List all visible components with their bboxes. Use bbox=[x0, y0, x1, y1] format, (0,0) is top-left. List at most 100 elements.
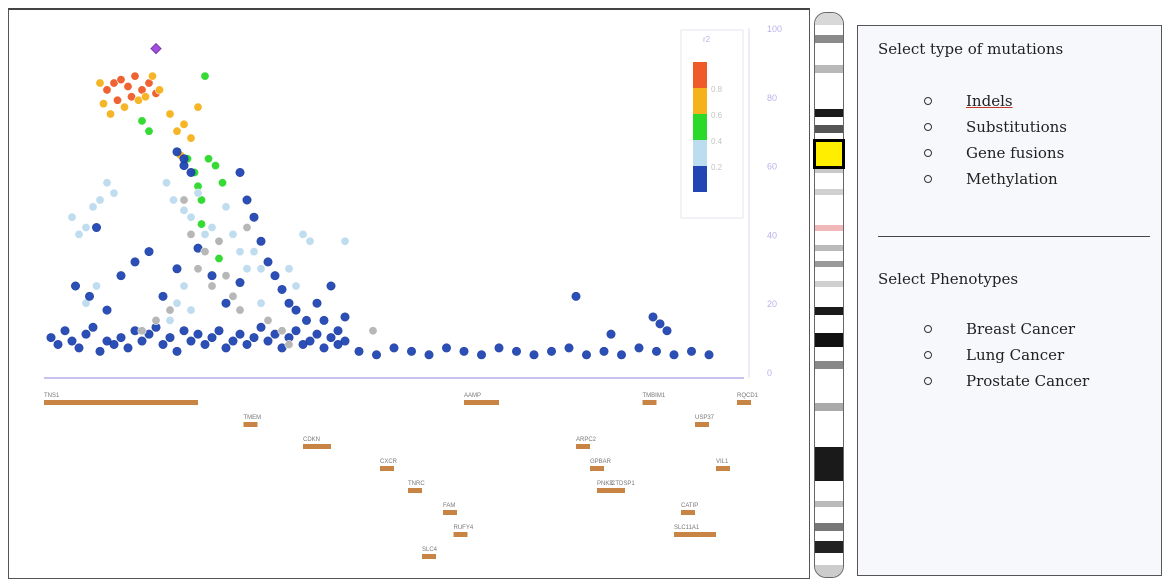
snp-point bbox=[99, 99, 109, 109]
snp-point bbox=[141, 92, 151, 102]
chromosome-band bbox=[815, 281, 843, 287]
snp-point bbox=[340, 236, 350, 246]
snp-point bbox=[256, 264, 266, 274]
radio-circle-icon[interactable] bbox=[924, 325, 932, 333]
snp-point bbox=[137, 326, 147, 336]
snp-point bbox=[371, 350, 381, 360]
snp-point bbox=[235, 167, 245, 177]
snp-point bbox=[221, 298, 231, 308]
mutation-type-option-label: Methylation bbox=[966, 170, 1058, 188]
selected-region-marker[interactable] bbox=[813, 139, 845, 169]
snp-point bbox=[148, 71, 158, 81]
mutation-type-option-label: Gene fusions bbox=[966, 144, 1065, 162]
snp-point bbox=[571, 291, 581, 301]
snp-point bbox=[186, 336, 196, 346]
snp-point bbox=[214, 326, 224, 336]
legend-swatch bbox=[693, 114, 707, 140]
snp-point bbox=[249, 247, 259, 257]
snp-point bbox=[368, 326, 378, 336]
snp-point bbox=[193, 329, 203, 339]
snp-point bbox=[95, 346, 105, 356]
legend-label: 0.2 bbox=[711, 163, 723, 172]
snp-point bbox=[169, 195, 179, 205]
snp-point bbox=[616, 350, 626, 360]
panel-divider bbox=[878, 236, 1150, 237]
mutation-type-option[interactable]: Gene fusions bbox=[924, 140, 1067, 166]
snp-point bbox=[228, 229, 238, 239]
phenotype-option[interactable]: Prostate Cancer bbox=[924, 368, 1089, 394]
legend-label: 0.8 bbox=[711, 85, 723, 94]
snp-point bbox=[256, 298, 266, 308]
radio-circle-icon[interactable] bbox=[924, 123, 932, 131]
snp-point bbox=[242, 223, 252, 233]
chromosome-band bbox=[815, 333, 843, 347]
snp-point bbox=[92, 223, 102, 233]
snp-point bbox=[228, 336, 238, 346]
snp-point bbox=[81, 329, 91, 339]
legend-swatch bbox=[693, 166, 707, 192]
gene-label: AAMP bbox=[464, 393, 481, 399]
snp-point bbox=[221, 202, 231, 212]
snp-point bbox=[235, 247, 245, 257]
phenotype-option[interactable]: Lung Cancer bbox=[924, 342, 1089, 368]
snp-point bbox=[221, 271, 231, 281]
snp-point bbox=[109, 188, 119, 198]
y-tick-label: 100 bbox=[767, 24, 782, 34]
snp-point bbox=[137, 116, 147, 126]
gene-bar bbox=[243, 422, 258, 427]
snp-point bbox=[179, 281, 189, 291]
snp-point bbox=[704, 350, 714, 360]
snp-point bbox=[529, 350, 539, 360]
snp-point bbox=[197, 219, 207, 229]
filter-panel: Select type of mutations Indels Substitut… bbox=[857, 25, 1162, 576]
snp-point bbox=[406, 346, 416, 356]
snp-point bbox=[263, 315, 273, 325]
snp-point bbox=[228, 291, 238, 301]
snp-point bbox=[102, 178, 112, 188]
gene-bar bbox=[464, 400, 499, 405]
snp-point bbox=[312, 329, 322, 339]
snp-point bbox=[60, 326, 70, 336]
snp-point bbox=[85, 291, 95, 301]
chromosome-band bbox=[815, 35, 843, 43]
snp-point bbox=[284, 298, 294, 308]
radio-circle-icon[interactable] bbox=[924, 175, 932, 183]
phenotype-option-label: Prostate Cancer bbox=[966, 372, 1090, 390]
chromosome-band bbox=[815, 501, 843, 507]
y-tick-label: 0 bbox=[767, 368, 772, 378]
chromosome-band bbox=[815, 541, 843, 553]
snp-point bbox=[137, 336, 147, 346]
chromosome-band bbox=[815, 65, 843, 73]
snp-point bbox=[102, 305, 112, 315]
radio-circle-icon[interactable] bbox=[924, 149, 932, 157]
snp-point bbox=[242, 195, 252, 205]
chromosome-ideogram bbox=[814, 12, 844, 578]
snp-point bbox=[354, 346, 364, 356]
phenotype-option[interactable]: Breast Cancer bbox=[924, 316, 1089, 342]
snp-point bbox=[211, 161, 221, 171]
mutation-type-option[interactable]: Methylation bbox=[924, 166, 1067, 192]
snp-point bbox=[249, 333, 259, 343]
gene-label: TMBIM1 bbox=[643, 393, 666, 399]
legend-header: r2 bbox=[703, 35, 711, 44]
snp-point bbox=[326, 333, 336, 343]
mutation-type-options: Indels Substitutions Gene fusions Methylati… bbox=[924, 88, 1067, 192]
legend-swatch bbox=[693, 62, 707, 88]
chromosome-band bbox=[815, 125, 843, 133]
gene-bar bbox=[674, 532, 716, 537]
gene-label: VIL1 bbox=[716, 459, 729, 465]
gene-label: CATIP bbox=[681, 503, 698, 509]
radio-circle-icon[interactable] bbox=[924, 351, 932, 359]
mutation-type-option[interactable]: Substitutions bbox=[924, 114, 1067, 140]
snp-point bbox=[207, 281, 217, 291]
radio-circle-icon[interactable] bbox=[924, 377, 932, 385]
snp-point bbox=[476, 350, 486, 360]
chromosome-band bbox=[815, 523, 843, 531]
radio-circle-icon[interactable] bbox=[924, 97, 932, 105]
phenotype-option-label: Lung Cancer bbox=[966, 346, 1065, 364]
snp-point bbox=[214, 236, 224, 246]
mutation-type-option[interactable]: Indels bbox=[924, 88, 1067, 114]
snp-point bbox=[165, 315, 175, 325]
gene-bar bbox=[408, 488, 422, 493]
gene-bar bbox=[44, 400, 198, 405]
